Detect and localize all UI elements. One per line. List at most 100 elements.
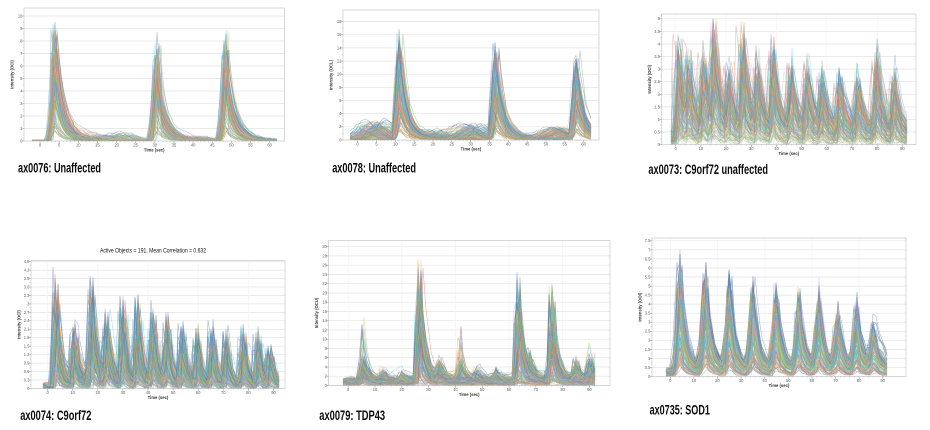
svg-text:Intensity (OCI): Intensity (OCI) xyxy=(10,60,15,89)
svg-text:20: 20 xyxy=(114,142,119,147)
svg-text:ax0073: C9orf72 unaffected: ax0073: C9orf72 unaffected xyxy=(648,162,768,177)
svg-text:0.5: 0.5 xyxy=(645,365,651,370)
svg-text:70: 70 xyxy=(221,390,226,395)
svg-text:Time (sec): Time (sec) xyxy=(144,148,165,153)
svg-text:ax0074: C9orf72: ax0074: C9orf72 xyxy=(20,408,91,423)
svg-text:3.3: 3.3 xyxy=(24,293,30,298)
svg-text:6: 6 xyxy=(20,63,23,68)
svg-text:90: 90 xyxy=(587,387,592,392)
svg-text:0: 0 xyxy=(675,146,678,151)
svg-text:40: 40 xyxy=(506,141,511,146)
svg-text:30: 30 xyxy=(153,142,158,147)
svg-text:3: 3 xyxy=(27,301,30,306)
svg-text:6.5: 6.5 xyxy=(645,256,651,261)
svg-text:60: 60 xyxy=(267,142,272,147)
svg-text:50: 50 xyxy=(786,378,791,383)
svg-text:50: 50 xyxy=(480,387,485,392)
svg-text:10: 10 xyxy=(699,146,704,151)
svg-text:1: 1 xyxy=(20,126,23,131)
svg-text:1.2: 1.2 xyxy=(24,352,30,357)
svg-text:5: 5 xyxy=(375,141,378,146)
svg-text:ax0076: Unaffected: ax0076: Unaffected xyxy=(18,160,101,175)
svg-text:40: 40 xyxy=(453,387,458,392)
svg-text:12: 12 xyxy=(322,327,327,332)
svg-text:50: 50 xyxy=(544,141,549,146)
svg-text:60: 60 xyxy=(581,141,586,146)
svg-text:10: 10 xyxy=(692,378,697,383)
svg-text:35: 35 xyxy=(172,142,177,147)
svg-text:80: 80 xyxy=(875,146,880,151)
svg-text:30: 30 xyxy=(322,244,327,249)
svg-text:Intensity (OCU): Intensity (OCU) xyxy=(314,297,319,328)
svg-text:14: 14 xyxy=(322,318,327,323)
svg-text:4: 4 xyxy=(325,364,328,369)
svg-text:Time (sec): Time (sec) xyxy=(778,151,799,156)
svg-text:4: 4 xyxy=(339,111,342,116)
svg-text:2.1: 2.1 xyxy=(24,327,30,332)
svg-text:2.5: 2.5 xyxy=(654,79,660,84)
svg-text:3: 3 xyxy=(20,101,23,106)
svg-text:5: 5 xyxy=(20,76,23,81)
svg-text:2.5: 2.5 xyxy=(645,329,651,334)
svg-text:5.5: 5.5 xyxy=(645,274,651,279)
svg-text:30: 30 xyxy=(749,146,754,151)
svg-text:2.4: 2.4 xyxy=(24,318,30,323)
svg-text:16: 16 xyxy=(322,309,327,314)
svg-text:60: 60 xyxy=(810,378,815,383)
svg-text:1: 1 xyxy=(658,117,661,122)
svg-text:25: 25 xyxy=(133,142,138,147)
svg-text:18: 18 xyxy=(322,300,327,305)
svg-text:10: 10 xyxy=(322,337,327,342)
svg-text:ax0078: Unaffected: ax0078: Unaffected xyxy=(332,160,416,175)
svg-text:70: 70 xyxy=(534,387,539,392)
svg-text:Time (sec): Time (sec) xyxy=(459,392,480,397)
svg-text:0: 0 xyxy=(339,137,342,142)
svg-text:12: 12 xyxy=(337,59,342,64)
svg-text:0: 0 xyxy=(325,383,328,388)
svg-text:50: 50 xyxy=(171,390,176,395)
svg-text:80: 80 xyxy=(857,378,862,383)
svg-text:80: 80 xyxy=(246,390,251,395)
svg-text:Intensity (OCL): Intensity (OCL) xyxy=(329,59,334,90)
svg-text:1.5: 1.5 xyxy=(24,344,30,349)
svg-text:1.5: 1.5 xyxy=(654,104,660,109)
svg-text:2: 2 xyxy=(648,338,651,343)
svg-text:40: 40 xyxy=(191,142,196,147)
svg-text:80: 80 xyxy=(560,387,565,392)
svg-text:40: 40 xyxy=(762,378,767,383)
svg-text:9: 9 xyxy=(20,26,23,31)
svg-text:0.3: 0.3 xyxy=(24,377,30,382)
svg-text:5: 5 xyxy=(658,16,661,21)
svg-text:8: 8 xyxy=(325,346,328,351)
svg-text:Intensity (OCl): Intensity (OCl) xyxy=(17,310,22,339)
svg-text:50: 50 xyxy=(799,146,804,151)
svg-text:45: 45 xyxy=(210,142,215,147)
svg-text:8: 8 xyxy=(339,85,342,90)
svg-text:1.8: 1.8 xyxy=(24,335,30,340)
svg-text:70: 70 xyxy=(833,378,838,383)
svg-text:10: 10 xyxy=(70,390,75,395)
svg-text:2: 2 xyxy=(658,92,661,97)
svg-text:22: 22 xyxy=(322,281,327,286)
svg-text:4.5: 4.5 xyxy=(24,259,30,264)
svg-text:15: 15 xyxy=(95,142,100,147)
svg-text:60: 60 xyxy=(507,387,512,392)
svg-text:10: 10 xyxy=(373,387,378,392)
svg-text:40: 40 xyxy=(774,146,779,151)
svg-text:20: 20 xyxy=(431,141,436,146)
svg-text:1: 1 xyxy=(648,356,651,361)
svg-text:20: 20 xyxy=(322,290,327,295)
svg-text:30: 30 xyxy=(121,390,126,395)
svg-text:90: 90 xyxy=(880,378,885,383)
svg-text:10: 10 xyxy=(18,13,23,18)
svg-text:20: 20 xyxy=(724,146,729,151)
svg-text:Active Objects = 191, Mean Cor: Active Objects = 191, Mean Correlation =… xyxy=(100,248,207,254)
svg-text:0.6: 0.6 xyxy=(24,369,30,374)
svg-text:4: 4 xyxy=(20,88,23,93)
svg-text:7: 7 xyxy=(648,247,651,252)
svg-text:45: 45 xyxy=(525,141,530,146)
svg-text:6: 6 xyxy=(339,98,342,103)
svg-text:35: 35 xyxy=(487,141,492,146)
svg-text:2: 2 xyxy=(339,124,342,129)
svg-text:2: 2 xyxy=(325,374,328,379)
